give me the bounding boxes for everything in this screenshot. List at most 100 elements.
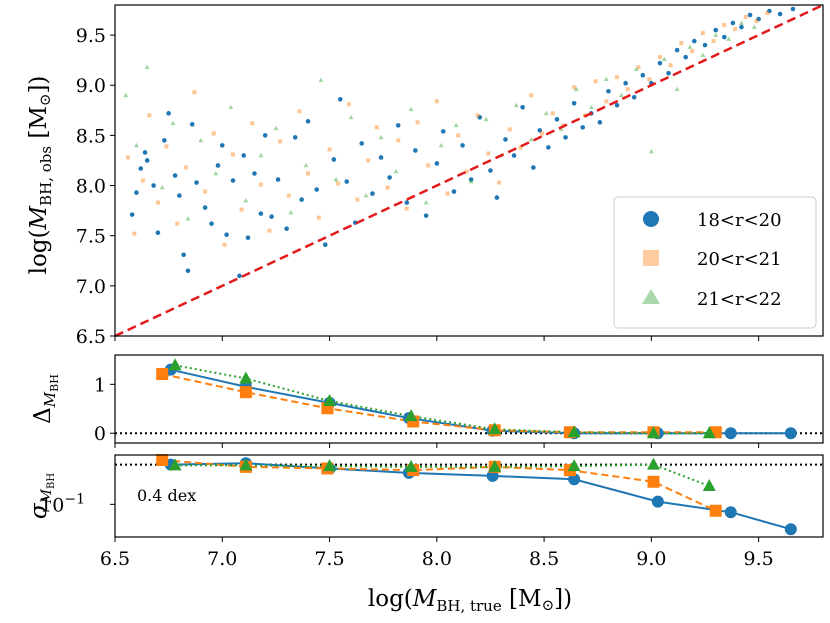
scatter-point-20-21 <box>336 181 341 186</box>
delta-panel: 01 ΔMBH <box>30 354 824 448</box>
scatter-point-21-22 <box>303 162 309 168</box>
scatter-point-18-20 <box>503 137 508 142</box>
series-line-20-r-21 <box>161 373 716 434</box>
marker-circle <box>486 469 499 482</box>
marker-circle <box>651 495 664 508</box>
scatter-point-18-20 <box>269 214 274 219</box>
series-line-18-r-20 <box>170 462 792 531</box>
scatter-point-20-21 <box>286 193 291 198</box>
scatter-point-18-20 <box>554 117 560 122</box>
scatter-point-20-21 <box>346 102 351 107</box>
scatter-point-21-22 <box>393 168 399 174</box>
scatter-point-20-21 <box>316 215 321 220</box>
scatter-point-21-22 <box>528 136 534 142</box>
legend-label-20-21: 20<r<21 <box>697 249 782 270</box>
scatter-point-20-21 <box>636 65 641 70</box>
scatter-point-18-20 <box>224 232 229 237</box>
scatter-point-20-21 <box>327 147 332 152</box>
scatter-point-18-20 <box>747 12 753 18</box>
series-line-20-r-21 <box>162 459 717 512</box>
delta-ticks <box>110 383 760 448</box>
scatter-point-20-21 <box>404 206 409 211</box>
x-tick-label: 9.0 <box>636 548 666 570</box>
scatter-point-20-21 <box>164 144 169 149</box>
scatter-point-18-20 <box>252 171 257 176</box>
marker-triangle <box>404 409 418 422</box>
scatter-point-18-20 <box>597 120 603 125</box>
scatter-point-18-20 <box>666 70 671 76</box>
x-axis-label: log(MBH, true [M⊙]) <box>368 586 572 615</box>
scatter-point-18-20 <box>730 20 736 26</box>
scatter-point-18-20 <box>674 47 680 53</box>
scatter-point-18-20 <box>767 8 772 14</box>
scatter-point-18-20 <box>292 135 298 140</box>
scatter-point-20-21 <box>250 121 255 126</box>
scatter-point-21-22 <box>713 32 719 37</box>
series-line-21-r-22 <box>174 364 710 435</box>
scatter-point-20-21 <box>258 182 263 187</box>
marker-triangle <box>168 458 182 471</box>
scatter-point-18-20 <box>337 96 343 102</box>
scatter-point-18-20 <box>494 195 500 200</box>
scatter-point-18-20 <box>241 153 247 158</box>
scatter-point-20-21 <box>426 163 431 168</box>
x-tick-label: 8.0 <box>422 548 452 570</box>
marker-square <box>239 386 252 399</box>
marker-triangle <box>239 371 253 384</box>
scatter-point-18-20 <box>209 221 214 226</box>
scatter-point-18-20 <box>423 213 429 218</box>
scatter-point-20-21 <box>733 27 738 32</box>
scatter-point-21-22 <box>573 86 579 92</box>
scatter-point-20-21 <box>668 63 673 68</box>
scatter-point-21-22 <box>363 192 369 198</box>
scatter-point-18-20 <box>631 94 637 100</box>
x-tick-label: 6.5 <box>100 548 130 570</box>
scatter-point-20-21 <box>140 178 145 183</box>
scatter-point-20-21 <box>529 93 534 98</box>
scatter-point-18-20 <box>151 183 156 188</box>
scatter-point-18-20 <box>262 133 268 138</box>
scatter-point-20-21 <box>203 189 208 194</box>
scatter-point-20-21 <box>306 171 311 176</box>
scatter-point-20-21 <box>679 41 684 46</box>
scatter-point-21-22 <box>144 64 150 69</box>
scatter-point-20-21 <box>239 207 244 212</box>
marker-triangle <box>488 422 502 435</box>
sigma-ticks <box>110 503 760 542</box>
marker-square <box>709 504 722 517</box>
scatter-point-21-22 <box>726 36 731 41</box>
scatter-point-21-22 <box>243 197 249 203</box>
scatter-point-18-20 <box>722 34 727 40</box>
scatter-point-20-21 <box>539 131 544 136</box>
scatter-point-21-22 <box>258 152 264 158</box>
scatter-point-21-22 <box>603 76 609 82</box>
marker-triangle <box>239 458 253 471</box>
scatter-point-21-22 <box>123 92 129 98</box>
scatter-point-18-20 <box>777 11 783 17</box>
scatter-point-20-21 <box>700 31 705 36</box>
scatter-point-18-20 <box>258 211 264 216</box>
scatter-point-18-20 <box>177 193 182 198</box>
scatter-point-20-21 <box>475 113 480 118</box>
scatter-point-20-21 <box>434 99 439 104</box>
scatter-point-18-20 <box>691 38 697 44</box>
scatter-point-20-21 <box>754 19 759 24</box>
scatter-point-18-20 <box>571 100 577 106</box>
scatter-point-18-20 <box>185 268 191 274</box>
scatter-point-18-20 <box>683 54 688 60</box>
y-tick-label: 7.0 <box>76 276 106 298</box>
scatter-point-18-20 <box>162 138 167 143</box>
scatter-point-18-20 <box>451 189 457 194</box>
scatter-point-18-20 <box>166 111 171 116</box>
scatter-points <box>123 6 796 279</box>
scatter-point-18-20 <box>181 252 186 258</box>
delta-y-tick-labels: 01 <box>94 374 106 445</box>
x-tick-label: 7.0 <box>207 548 237 570</box>
scatter-y-axis-label: log(MBH, obs [M⊙]) <box>26 76 55 275</box>
scatter-point-18-20 <box>713 27 719 33</box>
scatter-point-20-21 <box>366 158 371 163</box>
marker-circle <box>724 506 737 519</box>
scatter-point-18-20 <box>623 80 628 86</box>
scatter-point-20-21 <box>374 125 379 130</box>
